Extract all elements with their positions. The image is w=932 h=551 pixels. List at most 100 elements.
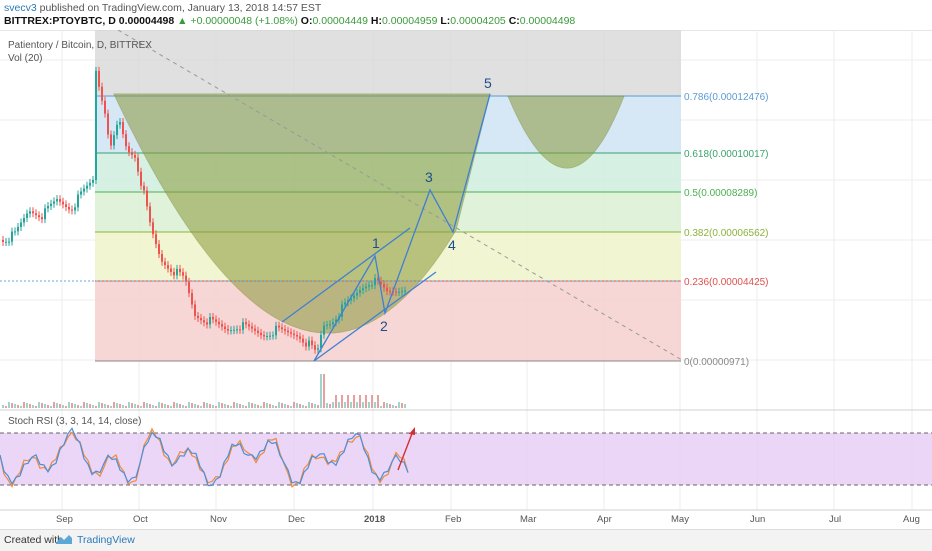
price-chart[interactable]: 1 2 3 4 5 0.786(0.00012476) 0.618(0.0001…	[0, 30, 932, 529]
candle-body	[335, 319, 337, 323]
candle-body	[215, 319, 217, 322]
candle-body	[173, 271, 175, 276]
volume-bar	[293, 402, 295, 408]
candle-body	[140, 171, 142, 186]
volume-bar	[374, 402, 376, 408]
candle-body	[374, 278, 376, 286]
wave-5-label: 5	[484, 75, 492, 91]
candle-body	[308, 340, 310, 347]
volume-bar	[77, 405, 79, 408]
handle-pattern[interactable]	[507, 95, 625, 169]
candle-body	[242, 322, 244, 330]
volume-bar	[362, 402, 364, 408]
candle-body	[71, 209, 73, 211]
candle-body	[86, 185, 88, 189]
cup-pattern[interactable]	[113, 93, 491, 334]
candle-body	[74, 207, 76, 211]
candle-body	[20, 222, 22, 227]
candle-body	[32, 211, 34, 214]
wave-3-label: 3	[425, 169, 433, 185]
candle-body	[59, 199, 61, 202]
candle-body	[332, 322, 334, 325]
volume-bar	[326, 403, 328, 408]
volume-bar	[248, 402, 250, 408]
candle-body	[191, 293, 193, 305]
volume-bar	[11, 403, 13, 408]
volume-bar	[29, 404, 31, 408]
volume-bar	[146, 403, 148, 408]
author-link[interactable]: svecv3	[4, 2, 37, 14]
volume-bar	[311, 403, 313, 408]
close-value: 0.00004498	[519, 15, 576, 27]
fib-label-786: 0.786(0.00012476)	[684, 92, 769, 103]
volume-bar	[131, 403, 133, 408]
volume-bar	[368, 402, 370, 408]
tick-aug: Aug	[903, 514, 920, 525]
volume-bar	[383, 402, 385, 408]
volume-bar	[332, 402, 334, 408]
candle-body	[83, 188, 85, 192]
candle-body	[146, 190, 148, 207]
candle-body	[95, 70, 97, 180]
candle-body	[230, 330, 232, 332]
candle-body	[272, 335, 274, 337]
candle-body	[23, 218, 25, 223]
volume-bar	[194, 404, 196, 408]
volume-bar	[242, 405, 244, 408]
volume-bar	[17, 405, 19, 408]
candle-body	[311, 340, 313, 346]
candle-body	[287, 330, 289, 333]
low-value: 0.00004205	[450, 15, 506, 27]
created-with: Created with	[4, 534, 63, 546]
dashed-trendline[interactable]	[117, 30, 683, 361]
volume-bar	[110, 406, 112, 408]
volume-bar	[350, 402, 352, 408]
candle-body	[158, 244, 160, 254]
volume-bar	[35, 406, 37, 408]
volume-bar	[299, 404, 301, 408]
candle-body	[251, 326, 253, 329]
volume-bar	[281, 403, 283, 408]
candle-body	[263, 335, 265, 337]
candle-body	[320, 334, 322, 349]
candle-body	[89, 182, 91, 186]
chart-header: svecv3 published on TradingView.com, Jan…	[0, 0, 932, 31]
candle-body	[98, 70, 100, 87]
wave-labels: 1 2 3 4 5	[372, 75, 492, 334]
volume-bar	[392, 405, 394, 408]
candle-body	[212, 317, 214, 320]
candle-body	[323, 325, 325, 335]
elliott-channel[interactable]	[281, 93, 491, 362]
candle-body	[401, 291, 403, 293]
candle-body	[245, 322, 247, 325]
legend-title: Patientory / Bitcoin, D, BITTREX	[8, 40, 152, 51]
volume-bar	[308, 402, 310, 408]
rsi-title: Stoch RSI (3, 3, 14, 14, close)	[8, 416, 141, 427]
volume-bar	[266, 403, 268, 408]
candle-body	[137, 157, 139, 172]
brand-link[interactable]: TradingView	[77, 534, 135, 546]
candle-body	[110, 134, 112, 146]
time-axis: Sep Oct Nov Dec 2018 Feb Mar Apr May Jun…	[56, 514, 920, 525]
volume-bar	[404, 404, 406, 408]
volume-bar	[206, 403, 208, 408]
volume-bar	[74, 404, 76, 408]
volume-bar	[104, 404, 106, 408]
rsi-arrow[interactable]	[397, 427, 415, 471]
tick-may: May	[671, 514, 689, 525]
publish-line: svecv3 published on TradingView.com, Jan…	[4, 2, 321, 14]
volume-bar	[14, 404, 16, 408]
volume-bar	[200, 406, 202, 408]
volume-bar	[92, 405, 94, 408]
candle-body	[317, 348, 319, 350]
candle-body	[368, 285, 370, 287]
candle-body	[344, 302, 346, 305]
candle-body	[350, 298, 352, 301]
volume-bar	[329, 404, 331, 408]
candle-body	[362, 288, 364, 291]
candle-body	[92, 180, 94, 183]
open-value: 0.00004449	[312, 15, 368, 27]
volume-bars	[2, 374, 406, 408]
volume-bar	[254, 404, 256, 408]
volume-bar	[197, 405, 199, 408]
